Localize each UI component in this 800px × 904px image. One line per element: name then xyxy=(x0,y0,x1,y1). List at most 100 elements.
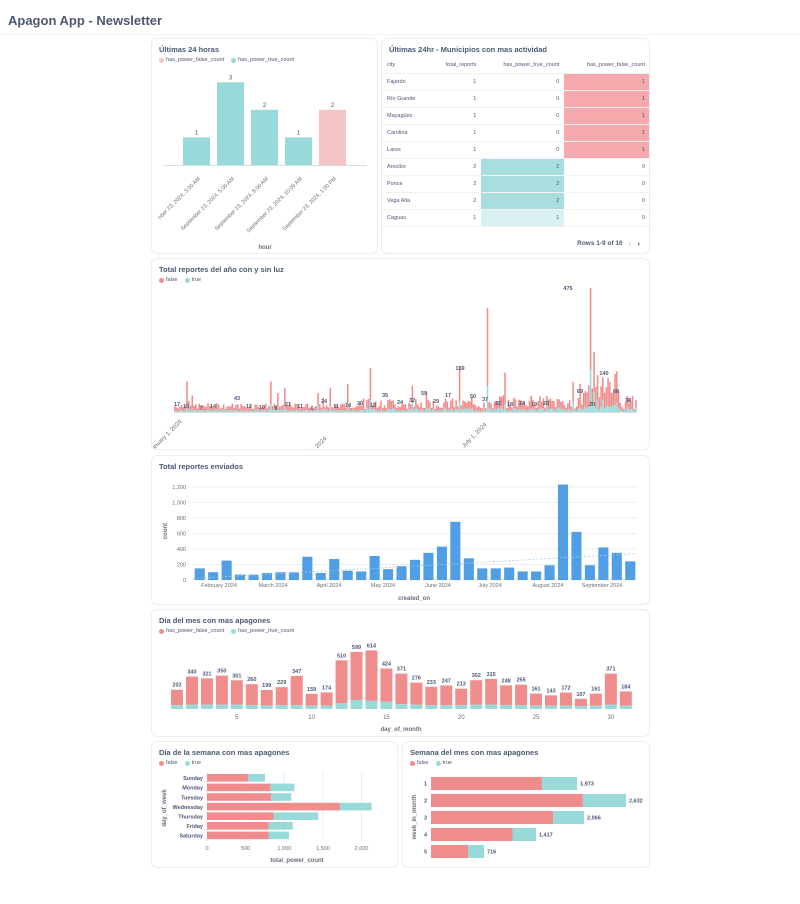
bar-true xyxy=(530,408,532,412)
legend-item-true[interactable]: true xyxy=(184,277,201,283)
y-tick-label: 3 xyxy=(424,816,427,822)
bar-false xyxy=(257,406,260,411)
bar-true xyxy=(470,704,483,709)
bar-true xyxy=(545,705,557,709)
bar-false xyxy=(458,367,461,403)
bar-false xyxy=(378,406,380,411)
bar xyxy=(544,565,555,580)
bar-true xyxy=(436,410,438,412)
bar-true xyxy=(261,410,263,412)
bar-false xyxy=(478,405,480,411)
column-header-has-power-false-count[interactable]: has_power_false_count xyxy=(564,58,649,74)
data-label: 174 xyxy=(322,685,332,691)
bar-false xyxy=(245,407,248,411)
bar-false xyxy=(511,407,513,411)
bar-true xyxy=(515,705,528,709)
bar-true xyxy=(617,407,620,412)
bar-true xyxy=(441,411,443,412)
bar-true xyxy=(567,409,569,412)
bar-false xyxy=(290,675,303,706)
bar-false xyxy=(252,408,255,412)
bar-true xyxy=(553,811,585,824)
next-page-icon[interactable]: › xyxy=(637,239,640,248)
legend-item-false[interactable]: has_power_false_count xyxy=(159,628,224,634)
bar xyxy=(315,573,326,580)
legend-label: false xyxy=(166,277,178,283)
bar-true xyxy=(345,411,347,412)
bar-false xyxy=(404,404,407,411)
data-label: 24 xyxy=(519,401,526,407)
legend-item-true[interactable]: true xyxy=(435,760,452,766)
bar-true xyxy=(359,410,361,412)
bar-true xyxy=(544,411,546,412)
bar-false xyxy=(362,398,365,410)
bar-false xyxy=(582,392,585,409)
data-label: 14 xyxy=(210,404,217,410)
x-tick-label: 10 xyxy=(308,715,315,721)
bar-true xyxy=(402,410,405,412)
bar-true xyxy=(460,409,463,412)
bar-true xyxy=(339,802,372,811)
bar-true xyxy=(380,409,382,412)
bar-false xyxy=(266,408,269,411)
data-label: 159 xyxy=(455,366,464,372)
legend-dot-true xyxy=(435,760,441,766)
bar-false xyxy=(270,381,272,405)
legend-item-false[interactable]: has_power_false_count xyxy=(159,57,224,63)
bar-false xyxy=(624,402,627,410)
bar-false xyxy=(305,693,318,706)
legend-item-true[interactable]: has_power_true_count xyxy=(231,628,294,634)
table-row: Vega Alta 2 2 0 xyxy=(382,192,649,211)
bar-true xyxy=(409,409,412,412)
column-header-city[interactable]: city xyxy=(382,58,431,74)
bar-false xyxy=(395,407,398,412)
data-label: 19 xyxy=(531,402,537,408)
data-label: 17 xyxy=(174,402,180,408)
bar xyxy=(463,558,474,580)
bar-true xyxy=(171,705,183,709)
data-label: 321 xyxy=(202,671,211,677)
bar-true xyxy=(446,410,449,412)
bar-false xyxy=(532,399,534,410)
bar-true xyxy=(511,410,513,412)
bar-true xyxy=(582,794,626,807)
legend-item-false[interactable]: false xyxy=(159,760,178,766)
bar-true xyxy=(273,409,276,412)
bar-false xyxy=(416,404,419,410)
bar-true xyxy=(313,410,316,412)
bar xyxy=(235,574,246,580)
legend-item-true[interactable]: true xyxy=(184,760,202,766)
column-header-total-reports[interactable]: total_reports xyxy=(430,58,482,74)
bar xyxy=(208,572,219,580)
data-label: 7 xyxy=(199,406,202,412)
column-header-has-power-true-count[interactable]: has_power_true_count xyxy=(481,58,565,74)
legend-item-false[interactable]: false xyxy=(410,760,429,766)
bar-true xyxy=(471,408,473,412)
x-tick-label: 15 xyxy=(383,715,390,721)
bar-true xyxy=(275,410,277,412)
chart-legend: has_power_false_count has_power_true_cou… xyxy=(159,57,294,63)
bar-false xyxy=(298,406,300,411)
legend-item-true[interactable]: has_power_true_count xyxy=(231,57,294,63)
bar-true xyxy=(418,410,421,412)
bar-true xyxy=(455,705,468,709)
table-cell: 0 xyxy=(564,192,649,211)
bar-false xyxy=(570,406,573,411)
bar-true xyxy=(305,705,318,709)
previous-page-icon[interactable]: ‹ xyxy=(628,239,632,248)
bar-false xyxy=(245,684,258,706)
legend-label: true xyxy=(191,760,202,766)
bar-true xyxy=(497,408,499,412)
bar xyxy=(423,552,434,580)
bar-false xyxy=(619,403,622,410)
legend-item-false[interactable]: false xyxy=(159,277,178,283)
bar-false xyxy=(612,392,615,406)
bar-false xyxy=(203,406,206,412)
bar-false xyxy=(467,400,470,409)
bar-true xyxy=(427,408,429,412)
data-label: 247 xyxy=(442,678,451,684)
bar-true xyxy=(350,699,363,709)
bar-false xyxy=(376,407,379,412)
bar-false xyxy=(353,407,356,411)
bar-true xyxy=(595,407,597,412)
